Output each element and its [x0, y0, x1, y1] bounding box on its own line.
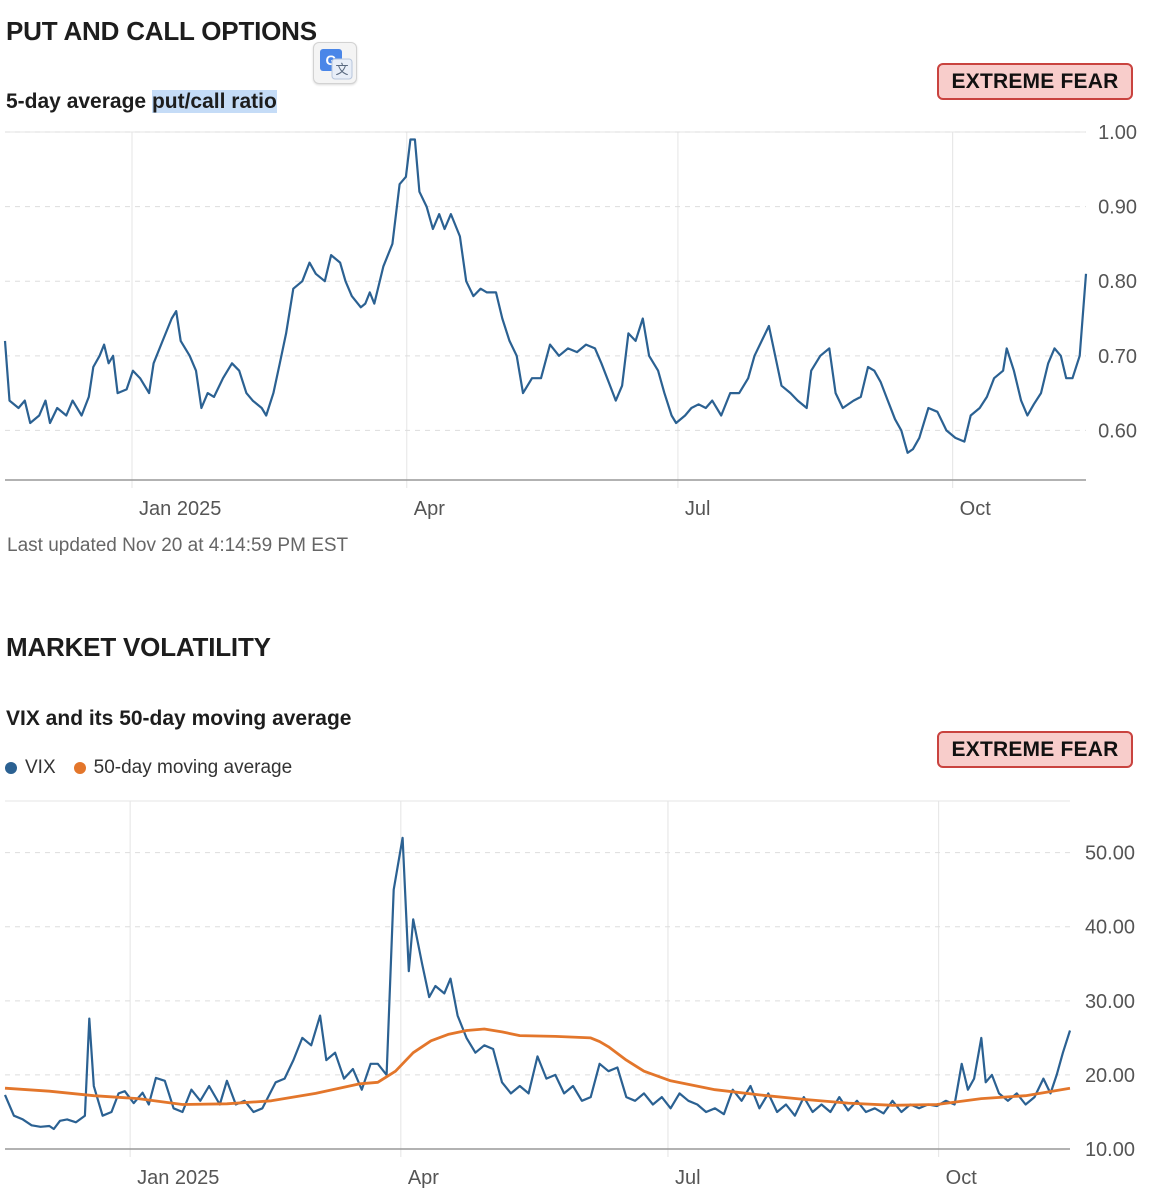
volatility-fear-badge: EXTREME FEAR [937, 731, 1133, 768]
legend-dot-vix [5, 762, 17, 774]
y-tick-label: 0.60 [1098, 420, 1137, 442]
series-line-vix [3, 836, 1072, 1131]
y-tick-label: 20.00 [1085, 1065, 1135, 1087]
svg-text:G: G [326, 52, 337, 68]
vix-legend: VIX 50-day moving average [5, 757, 310, 779]
series-line-50-day-moving-average [4, 1027, 1071, 1107]
legend-label-vix: VIX [25, 757, 56, 778]
legend-item-vix: VIX [5, 757, 56, 779]
legend-label-moving-average: 50-day moving average [93, 757, 293, 778]
svg-text:文: 文 [335, 63, 348, 78]
y-tick-label: 50.00 [1085, 843, 1135, 865]
legend-dot-moving-average [73, 762, 86, 774]
x-tick-label: Jan 2025 [137, 1167, 219, 1189]
series-line-put-call-ratio [3, 138, 1088, 454]
put-call-subtitle: 5-day average put/call ratio [6, 90, 277, 114]
subtitle-highlight: put/call ratio [151, 90, 277, 113]
put-call-section-title: PUT AND CALL OPTIONS [6, 16, 317, 46]
volatility-subtitle: VIX and its 50-day moving average [6, 707, 352, 730]
x-tick-label: Oct [960, 498, 992, 520]
y-tick-label: 1.00 [1098, 122, 1137, 144]
y-tick-label: 30.00 [1085, 991, 1135, 1013]
y-tick-label: 0.80 [1098, 271, 1137, 293]
put-call-fear-badge: EXTREME FEAR [937, 63, 1133, 100]
x-tick-label: Jul [685, 498, 711, 520]
last-updated-text: Last updated Nov 20 at 4:14:59 PM EST [7, 535, 349, 556]
x-tick-label: Jul [675, 1167, 701, 1189]
put-call-ratio-chart: Jan 2025 Apr Jul Oct 1.00 0.90 0.80 0.70 0.60 [3, 122, 1137, 520]
vix-chart: Jan 2025 Apr Jul Oct 50.00 40.00 30.00 20.00 10.… [3, 800, 1135, 1189]
legend-item-moving-average: 50-day moving average [73, 757, 293, 779]
google-translate-icon[interactable]: G 文 [313, 42, 357, 84]
volatility-section-title: MARKET VOLATILITY [6, 632, 271, 662]
x-tick-label: Apr [408, 1167, 439, 1189]
subtitle-prefix: 5-day average [6, 90, 152, 113]
y-tick-label: 40.00 [1085, 917, 1135, 939]
x-tick-label: Jan 2025 [139, 498, 221, 520]
y-tick-label: 10.00 [1085, 1139, 1135, 1161]
y-tick-label: 0.70 [1098, 346, 1137, 368]
y-tick-label: 0.90 [1098, 197, 1137, 219]
x-tick-label: Oct [946, 1167, 978, 1189]
x-tick-label: Apr [414, 498, 445, 520]
